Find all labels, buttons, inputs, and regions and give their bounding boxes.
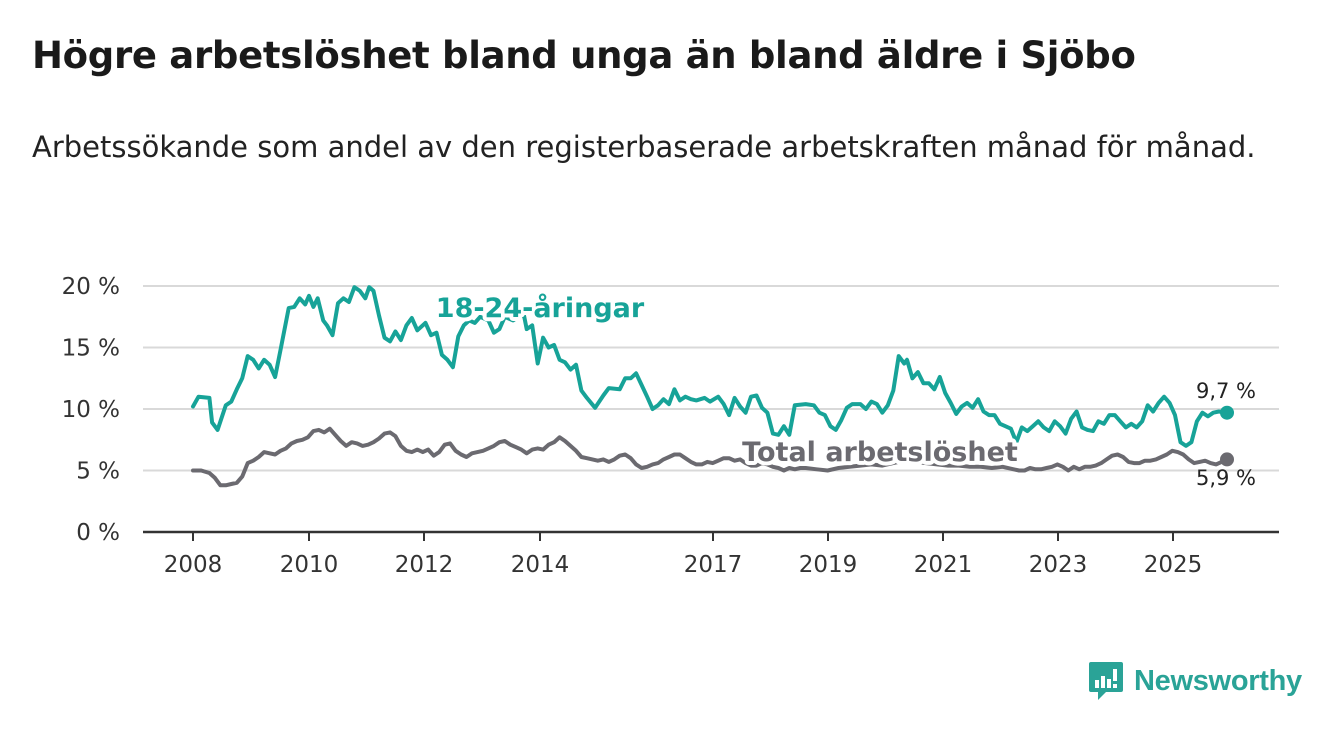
series-end-marker [1220, 405, 1234, 420]
x-tick-label: 2008 [164, 552, 223, 578]
newsworthy-logo-icon [1089, 662, 1123, 700]
series-label-halo: Total arbetslöshet [742, 437, 1018, 468]
y-tick-label: 0 % [76, 520, 120, 546]
x-tick-label: 2017 [684, 552, 743, 578]
chart-title: Högre arbetslöshet bland unga än bland ä… [32, 34, 1136, 77]
series-line [191, 285, 1229, 448]
x-tick-label: 2010 [280, 552, 339, 578]
y-tick-label: 10 % [62, 397, 120, 423]
newsworthy-logo: Newsworthy [1088, 660, 1302, 702]
y-tick-label: 15 % [62, 336, 120, 362]
y-axis-ticks: 0 % 5 % 10 % 15 % 20 % [62, 274, 120, 546]
y-tick-label: 20 % [62, 274, 120, 300]
x-tick-label: 2012 [395, 552, 454, 578]
series-end-label: 5,9 % [1196, 466, 1256, 490]
chart-subtitle: Arbetssökande som andel av den registerb… [32, 130, 1256, 164]
line-chart: 0 %5 %10 %15 %20 % 2008 2010 2012 2014 2017 2… [62, 274, 1279, 578]
newsworthy-logo-text: Newsworthy [1134, 664, 1302, 697]
y-tick-label: 5 % [76, 459, 120, 485]
series-line [191, 426, 1229, 488]
series-label: 18-24-åringar [436, 292, 645, 324]
x-tick-label: 2023 [1029, 552, 1088, 578]
series-label: Total arbetslöshet [742, 437, 1018, 468]
x-tick-label: 2019 [799, 552, 858, 578]
series-lines [191, 285, 1234, 488]
x-tick-label: 2021 [914, 552, 973, 578]
series-end-marker [1220, 452, 1234, 467]
series-label-halo: 18-24-åringar [436, 292, 645, 324]
x-tick-label: 2014 [511, 552, 570, 578]
series-end-label: 9,7 % [1196, 379, 1256, 403]
x-axis: 2008 2010 2012 2014 2017 2019 2021 2023 2025 [143, 530, 1279, 578]
gridlines [143, 285, 1279, 472]
x-tick-label: 2025 [1144, 552, 1203, 578]
